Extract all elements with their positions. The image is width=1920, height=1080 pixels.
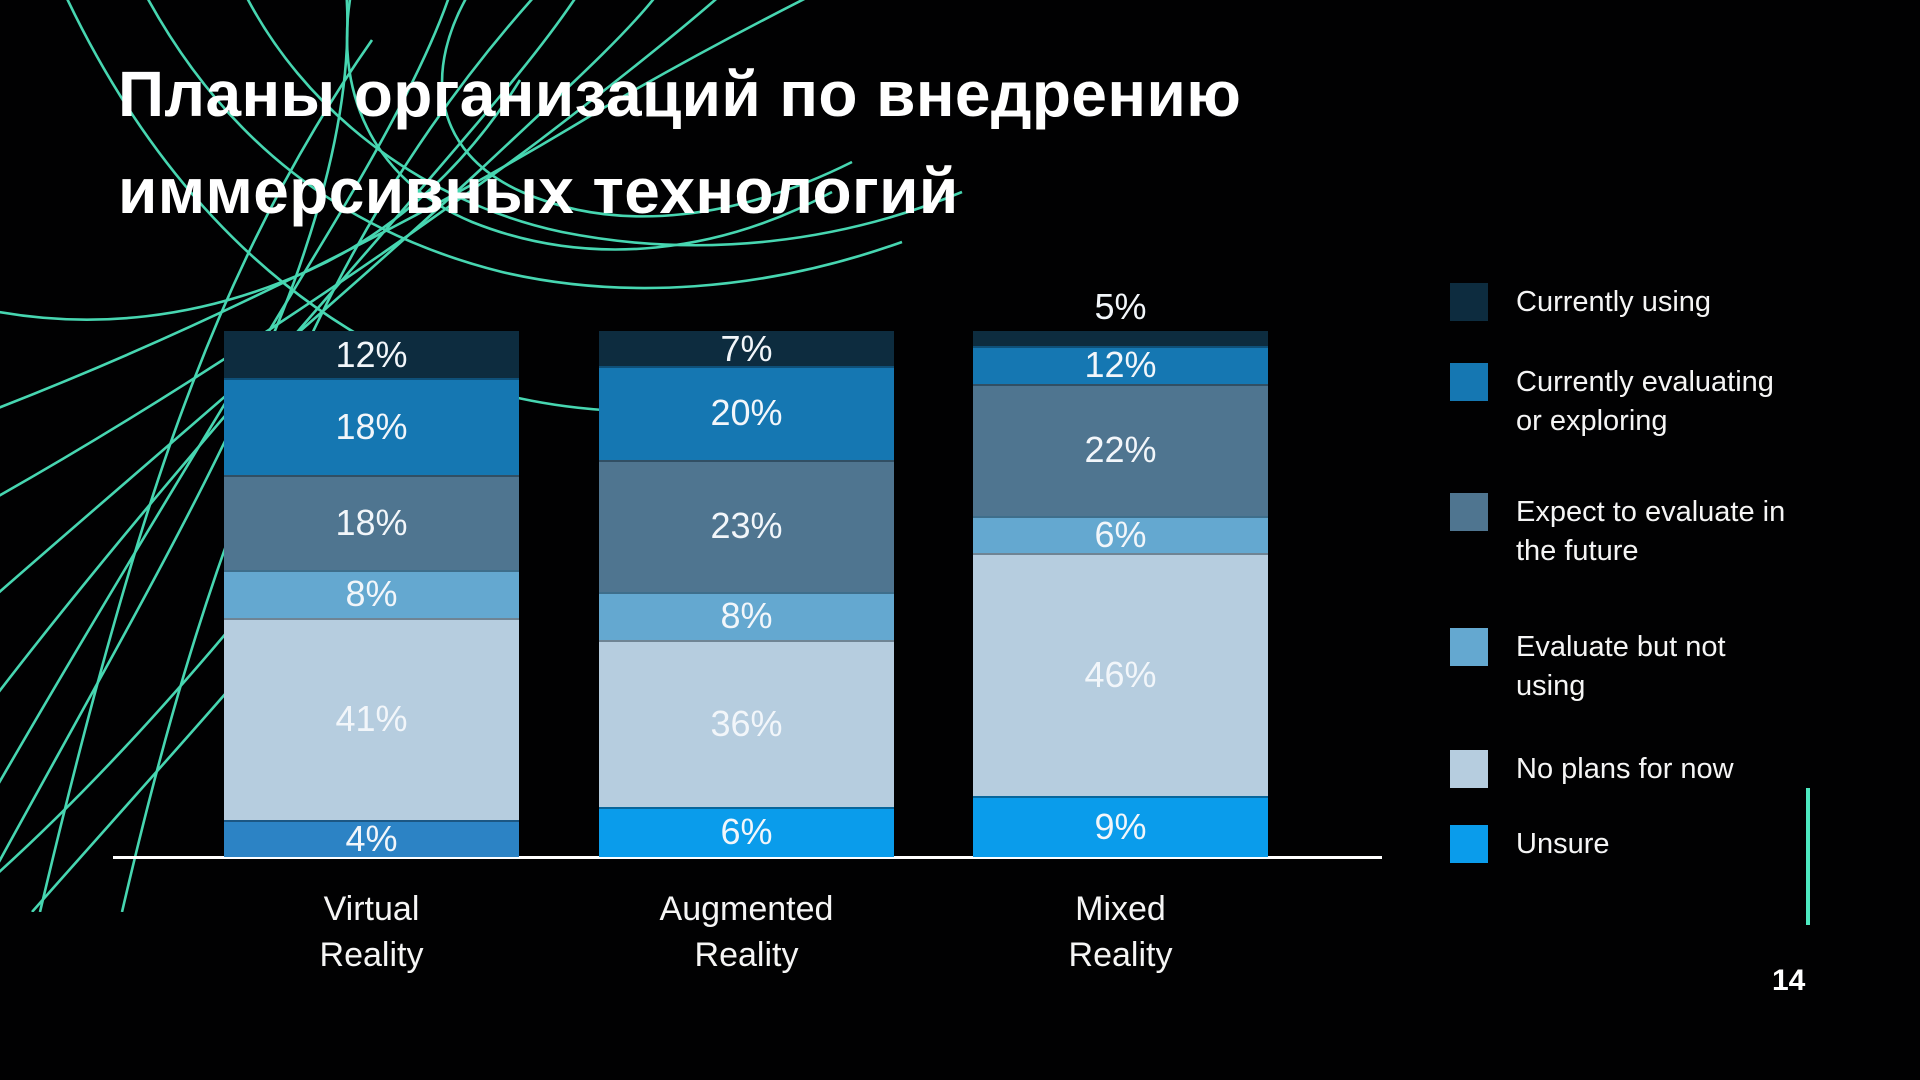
legend-swatch: [1450, 493, 1488, 531]
bar-virtual-reality: 12% 18% 18% 8% 41% 4%: [224, 331, 519, 857]
bar-segment: 18%: [224, 475, 519, 570]
legend-swatch: [1450, 825, 1488, 863]
category-label-virtual-reality: Virtual Reality: [319, 890, 424, 974]
legend-label: Unsure: [1516, 828, 1610, 860]
legend-item-unsure: Unsure: [1450, 825, 1610, 864]
bar-segment: 22%: [973, 384, 1268, 516]
bar-augmented-reality: 7% 20% 23% 8% 36% 6%: [599, 331, 894, 857]
bar-segment: 6%: [973, 516, 1268, 553]
x-axis-line: [113, 856, 1382, 859]
legend-label: Currently using: [1516, 286, 1712, 318]
legend-label: Expect to evaluate in the future: [1516, 496, 1786, 567]
legend-swatch: [1450, 283, 1488, 321]
legend-item-expect-to-evaluate-in-the-future: Expect to evaluate in the future: [1450, 493, 1785, 571]
bar-segment: 46%: [973, 553, 1268, 796]
accent-line: [1806, 788, 1810, 925]
bar-segment: 12%: [973, 346, 1268, 384]
page-number: 14: [1772, 964, 1806, 997]
bar-segment: 6%: [599, 807, 894, 857]
slide-title-line-1: Планы организаций по внедрению: [118, 58, 1242, 130]
legend-swatch: [1450, 363, 1488, 401]
category-label-mixed-reality: Mixed Reality: [1068, 890, 1173, 974]
bar-mixed-reality: 12% 22% 6% 46% 9%: [973, 331, 1268, 857]
category-label-augmented-reality: Augmented Reality: [659, 890, 834, 974]
bar-value-label-above: 5%: [1094, 286, 1147, 327]
bar-segment: 20%: [599, 366, 894, 460]
legend-label: Currently evaluating or exploring: [1516, 366, 1774, 437]
legend-label: No plans for now: [1516, 753, 1734, 785]
bar-segment: 8%: [224, 570, 519, 618]
legend-label: Evaluate but not using: [1516, 631, 1726, 702]
bar-segment: 36%: [599, 640, 894, 807]
legend-item-currently-using: Currently using: [1450, 283, 1711, 322]
bar-segment: 4%: [224, 820, 519, 857]
legend-swatch: [1450, 628, 1488, 666]
bar-segment: 23%: [599, 460, 894, 592]
legend-item-currently-evaluating-or-exploring: Currently evaluating or exploring: [1450, 363, 1774, 441]
legend-item-evaluate-but-not-using: Evaluate but not using: [1450, 628, 1726, 706]
slide-title: Планы организаций по внедрению иммерсивн…: [118, 46, 1241, 240]
slide-title-line-2: иммерсивных технологий: [118, 155, 959, 227]
bar-segment: 12%: [224, 331, 519, 378]
bar-segment: [973, 331, 1268, 346]
legend-swatch: [1450, 750, 1488, 788]
bar-segment: 9%: [973, 796, 1268, 857]
legend-item-no-plans-for-now: No plans for now: [1450, 750, 1734, 789]
bar-segment: 41%: [224, 618, 519, 820]
bar-segment: 18%: [224, 378, 519, 475]
bar-segment: 7%: [599, 331, 894, 366]
bar-segment: 8%: [599, 592, 894, 640]
